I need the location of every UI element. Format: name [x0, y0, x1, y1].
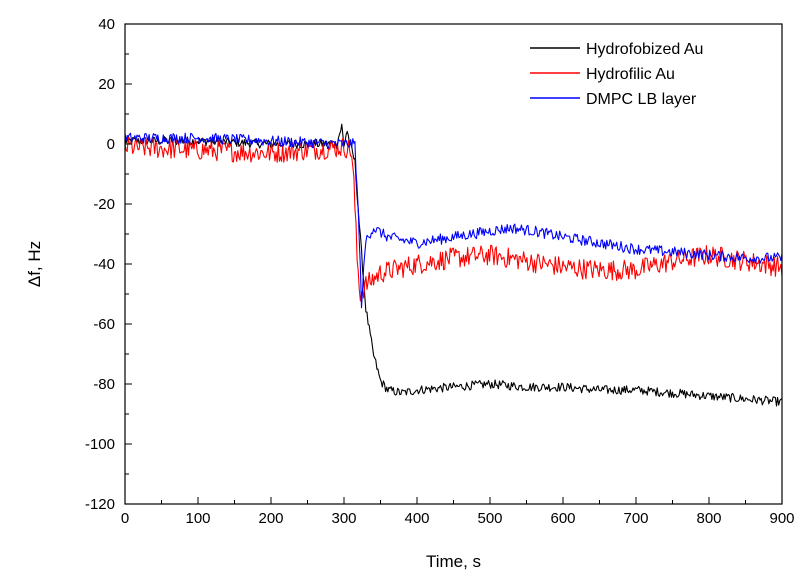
- y-tick-label: 20: [98, 76, 115, 93]
- x-tick-label: 0: [121, 510, 129, 527]
- x-tick-label: 900: [769, 510, 794, 527]
- y-tick-label: 40: [98, 16, 115, 33]
- y-tick-label: -100: [85, 436, 115, 453]
- x-tick-label: 800: [696, 510, 721, 527]
- x-tick-label: 700: [623, 510, 648, 527]
- x-tick-label: 600: [550, 510, 575, 527]
- legend: Hydrofobized Au Hydrofilic Au DMPC LB laye…: [530, 41, 703, 108]
- series-line-2: [124, 132, 783, 309]
- tick-labels: 0 100 200 300 400 500 600 700 800 90040200-20-40-…: [85, 16, 795, 527]
- y-tick-label: -120: [85, 496, 115, 513]
- x-tick-label: 200: [258, 510, 283, 527]
- x-axis-title: Time, s: [426, 552, 481, 571]
- series-line-0: [124, 123, 783, 407]
- legend-label: DMPC LB layer: [586, 91, 697, 108]
- series-layer: [124, 123, 783, 407]
- y-axis-title: Δf, Hz: [25, 241, 44, 287]
- x-tick-label: 400: [404, 510, 429, 527]
- series-line-1: [124, 136, 783, 302]
- y-tick-label: -20: [93, 196, 115, 213]
- legend-label: Hydrofobized Au: [586, 41, 703, 58]
- y-tick-label: -60: [93, 316, 115, 333]
- x-tick-label: 300: [331, 510, 356, 527]
- x-tick-label: 100: [185, 510, 210, 527]
- y-tick-label: -40: [93, 256, 115, 273]
- y-tick-label: -80: [93, 376, 115, 393]
- x-tick-label: 500: [477, 510, 502, 527]
- legend-label: Hydrofilic Au: [586, 66, 675, 83]
- axis-ticks: [124, 23, 783, 505]
- y-tick-label: 0: [107, 136, 115, 153]
